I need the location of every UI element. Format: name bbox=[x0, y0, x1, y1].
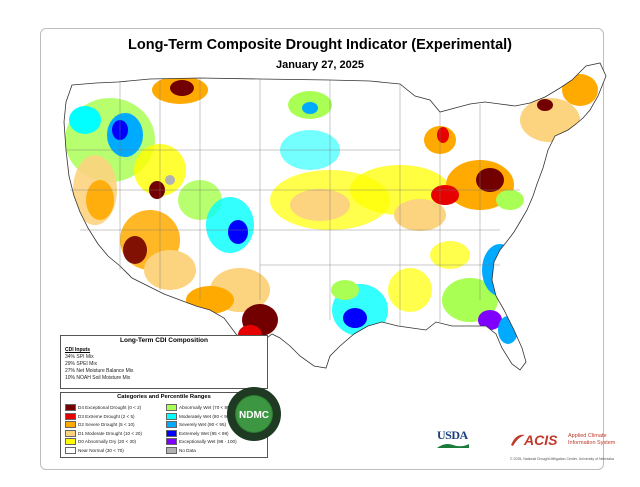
legend-label: Exceptionally Wet (98 - 100) bbox=[179, 439, 237, 444]
copyright-note: © 2025, National Drought Mitigation Cent… bbox=[510, 457, 614, 461]
legend-label: D4 Exceptional Drought (0 < 2) bbox=[78, 405, 142, 410]
legend-swatch bbox=[65, 438, 76, 446]
legend-swatch bbox=[166, 438, 177, 446]
usda-field-icon bbox=[437, 444, 469, 448]
legend-swatch bbox=[166, 429, 177, 437]
cdi-inputs-heading: CDI Inputs bbox=[65, 347, 90, 353]
usda-logo: USDA bbox=[437, 428, 477, 450]
legend-item: D3 Extreme Drought (2 < 5) bbox=[65, 412, 135, 420]
legend-swatch bbox=[65, 404, 76, 412]
acis-line-1: Applied Climate bbox=[568, 433, 607, 439]
drought-fill bbox=[64, 63, 606, 370]
legend-label: Moderately Wet (80 < 90) bbox=[179, 413, 231, 419]
ndmc-text: NDMC bbox=[239, 410, 269, 421]
legend-label: Severely Wet (90 < 95) bbox=[179, 422, 227, 427]
legend-label: D1 Moderate Drought (10 < 20) bbox=[78, 430, 142, 436]
cdi-input: 34% SPI Mix bbox=[65, 354, 94, 360]
legend-label: D2 Severe Drought (5 < 10) bbox=[78, 422, 135, 427]
legend-item: D1 Moderate Drought (10 < 20) bbox=[65, 429, 142, 437]
legend-label: Near Normal (30 < 70) bbox=[78, 447, 124, 453]
cdi-input: 29% SPEI Mix bbox=[65, 361, 97, 367]
legend-item: Severely Wet (90 < 95) bbox=[166, 421, 227, 429]
acis-swoosh-icon bbox=[511, 434, 525, 446]
legend-item: Extremely Wet (95 < 98) bbox=[166, 429, 229, 437]
legend-item: No Data bbox=[166, 446, 196, 454]
acis-tagline: Applied Climate Information System bbox=[568, 433, 615, 446]
legend-swatch bbox=[166, 404, 177, 412]
legend-item: D0 Abnormally Dry (20 < 30) bbox=[65, 438, 137, 446]
legend-swatch bbox=[65, 412, 76, 420]
legend-label: D3 Extreme Drought (2 < 5) bbox=[78, 413, 135, 419]
map-title: Long-Term Composite Drought Indicator (E… bbox=[128, 37, 512, 53]
legend-item: Abnormally Wet (70 < 80) bbox=[166, 404, 232, 412]
legend-item: D2 Severe Drought (5 < 10) bbox=[65, 421, 135, 429]
composition-box: Long-Term CDI Composition CDI Inputs 34%… bbox=[60, 335, 268, 389]
legend-swatch bbox=[65, 429, 76, 437]
usda-text: USDA bbox=[437, 428, 468, 442]
legend-label: D0 Abnormally Dry (20 < 30) bbox=[78, 439, 137, 444]
legend-item: Moderately Wet (80 < 90) bbox=[166, 412, 231, 420]
cdi-input: 10% NOAH Soil Moisture Mix bbox=[65, 375, 131, 381]
acis-line-2: Information System bbox=[568, 439, 616, 446]
legend-label: No Data bbox=[179, 447, 196, 453]
legend-swatch bbox=[65, 421, 76, 429]
acis-text: ACIS bbox=[524, 432, 558, 448]
legend-label: Extremely Wet (95 < 98) bbox=[179, 430, 229, 436]
us-outline bbox=[63, 62, 607, 371]
legend-item: Exceptionally Wet (98 - 100) bbox=[166, 438, 237, 446]
composition-heading: Long-Term CDI Composition bbox=[120, 337, 208, 344]
ndmc-logo: NDMC bbox=[227, 387, 281, 441]
state-boundaries bbox=[66, 78, 520, 326]
legend-item: D4 Exceptional Drought (0 < 2) bbox=[65, 404, 142, 412]
legend-item: Near Normal (30 < 70) bbox=[65, 446, 124, 454]
legend-swatch bbox=[166, 446, 177, 454]
legend-heading: Categories and Percentile Ranges bbox=[117, 394, 211, 400]
cdi-input: 27% Net Moisture Balance Mix bbox=[65, 368, 134, 374]
legend-swatch bbox=[166, 421, 177, 429]
legend-swatch bbox=[65, 446, 76, 454]
map-date: January 27, 2025 bbox=[275, 59, 365, 71]
legend-swatch bbox=[166, 412, 177, 420]
legend-label: Abnormally Wet (70 < 80) bbox=[179, 405, 232, 410]
